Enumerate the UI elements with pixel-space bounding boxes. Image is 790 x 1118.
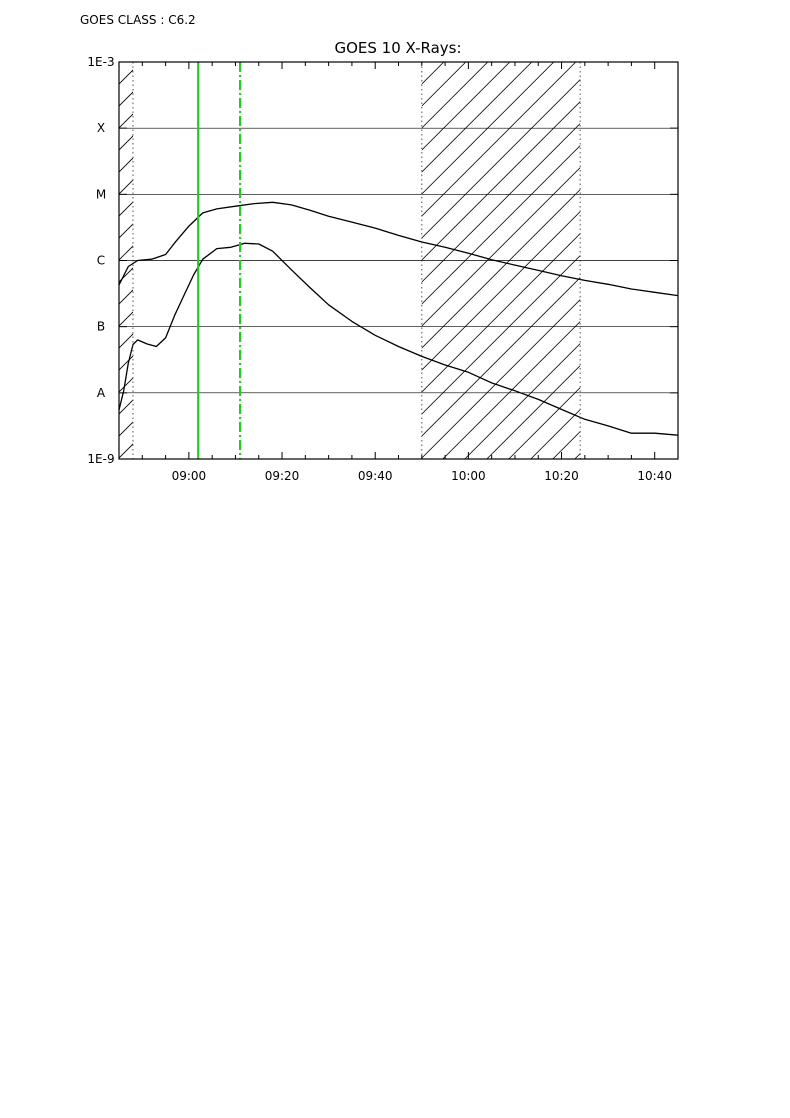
y-tick-label: B bbox=[97, 320, 105, 334]
series-line-short bbox=[119, 242, 678, 436]
y-tick-label: C bbox=[97, 254, 105, 268]
plot-frame bbox=[118, 61, 679, 460]
y-tick-label: M bbox=[96, 187, 106, 201]
y-tick-label: A bbox=[97, 386, 106, 400]
chart-title: GOES 10 X-Rays: bbox=[334, 39, 461, 57]
x-tick-label: 10:40 bbox=[637, 469, 672, 483]
goes-class-label: GOES CLASS : C6.2 bbox=[80, 13, 196, 27]
x-tick-label: 10:00 bbox=[451, 469, 486, 483]
x-tick-label: 09:20 bbox=[265, 469, 300, 483]
x-tick-label: 09:40 bbox=[358, 469, 393, 483]
y-tick-label: 1E-3 bbox=[87, 55, 114, 69]
y-tick-label: X bbox=[97, 121, 105, 135]
plot-area: 1E-3 X M C B A 1E-9 09:00 09:20 09:40 10:00 10:20 10… bbox=[87, 55, 679, 483]
y-tick-label: 1E-9 bbox=[87, 452, 114, 466]
x-tick-label: 10:20 bbox=[544, 469, 579, 483]
x-tick-label: 09:00 bbox=[172, 469, 207, 483]
series-line-long bbox=[119, 201, 678, 297]
